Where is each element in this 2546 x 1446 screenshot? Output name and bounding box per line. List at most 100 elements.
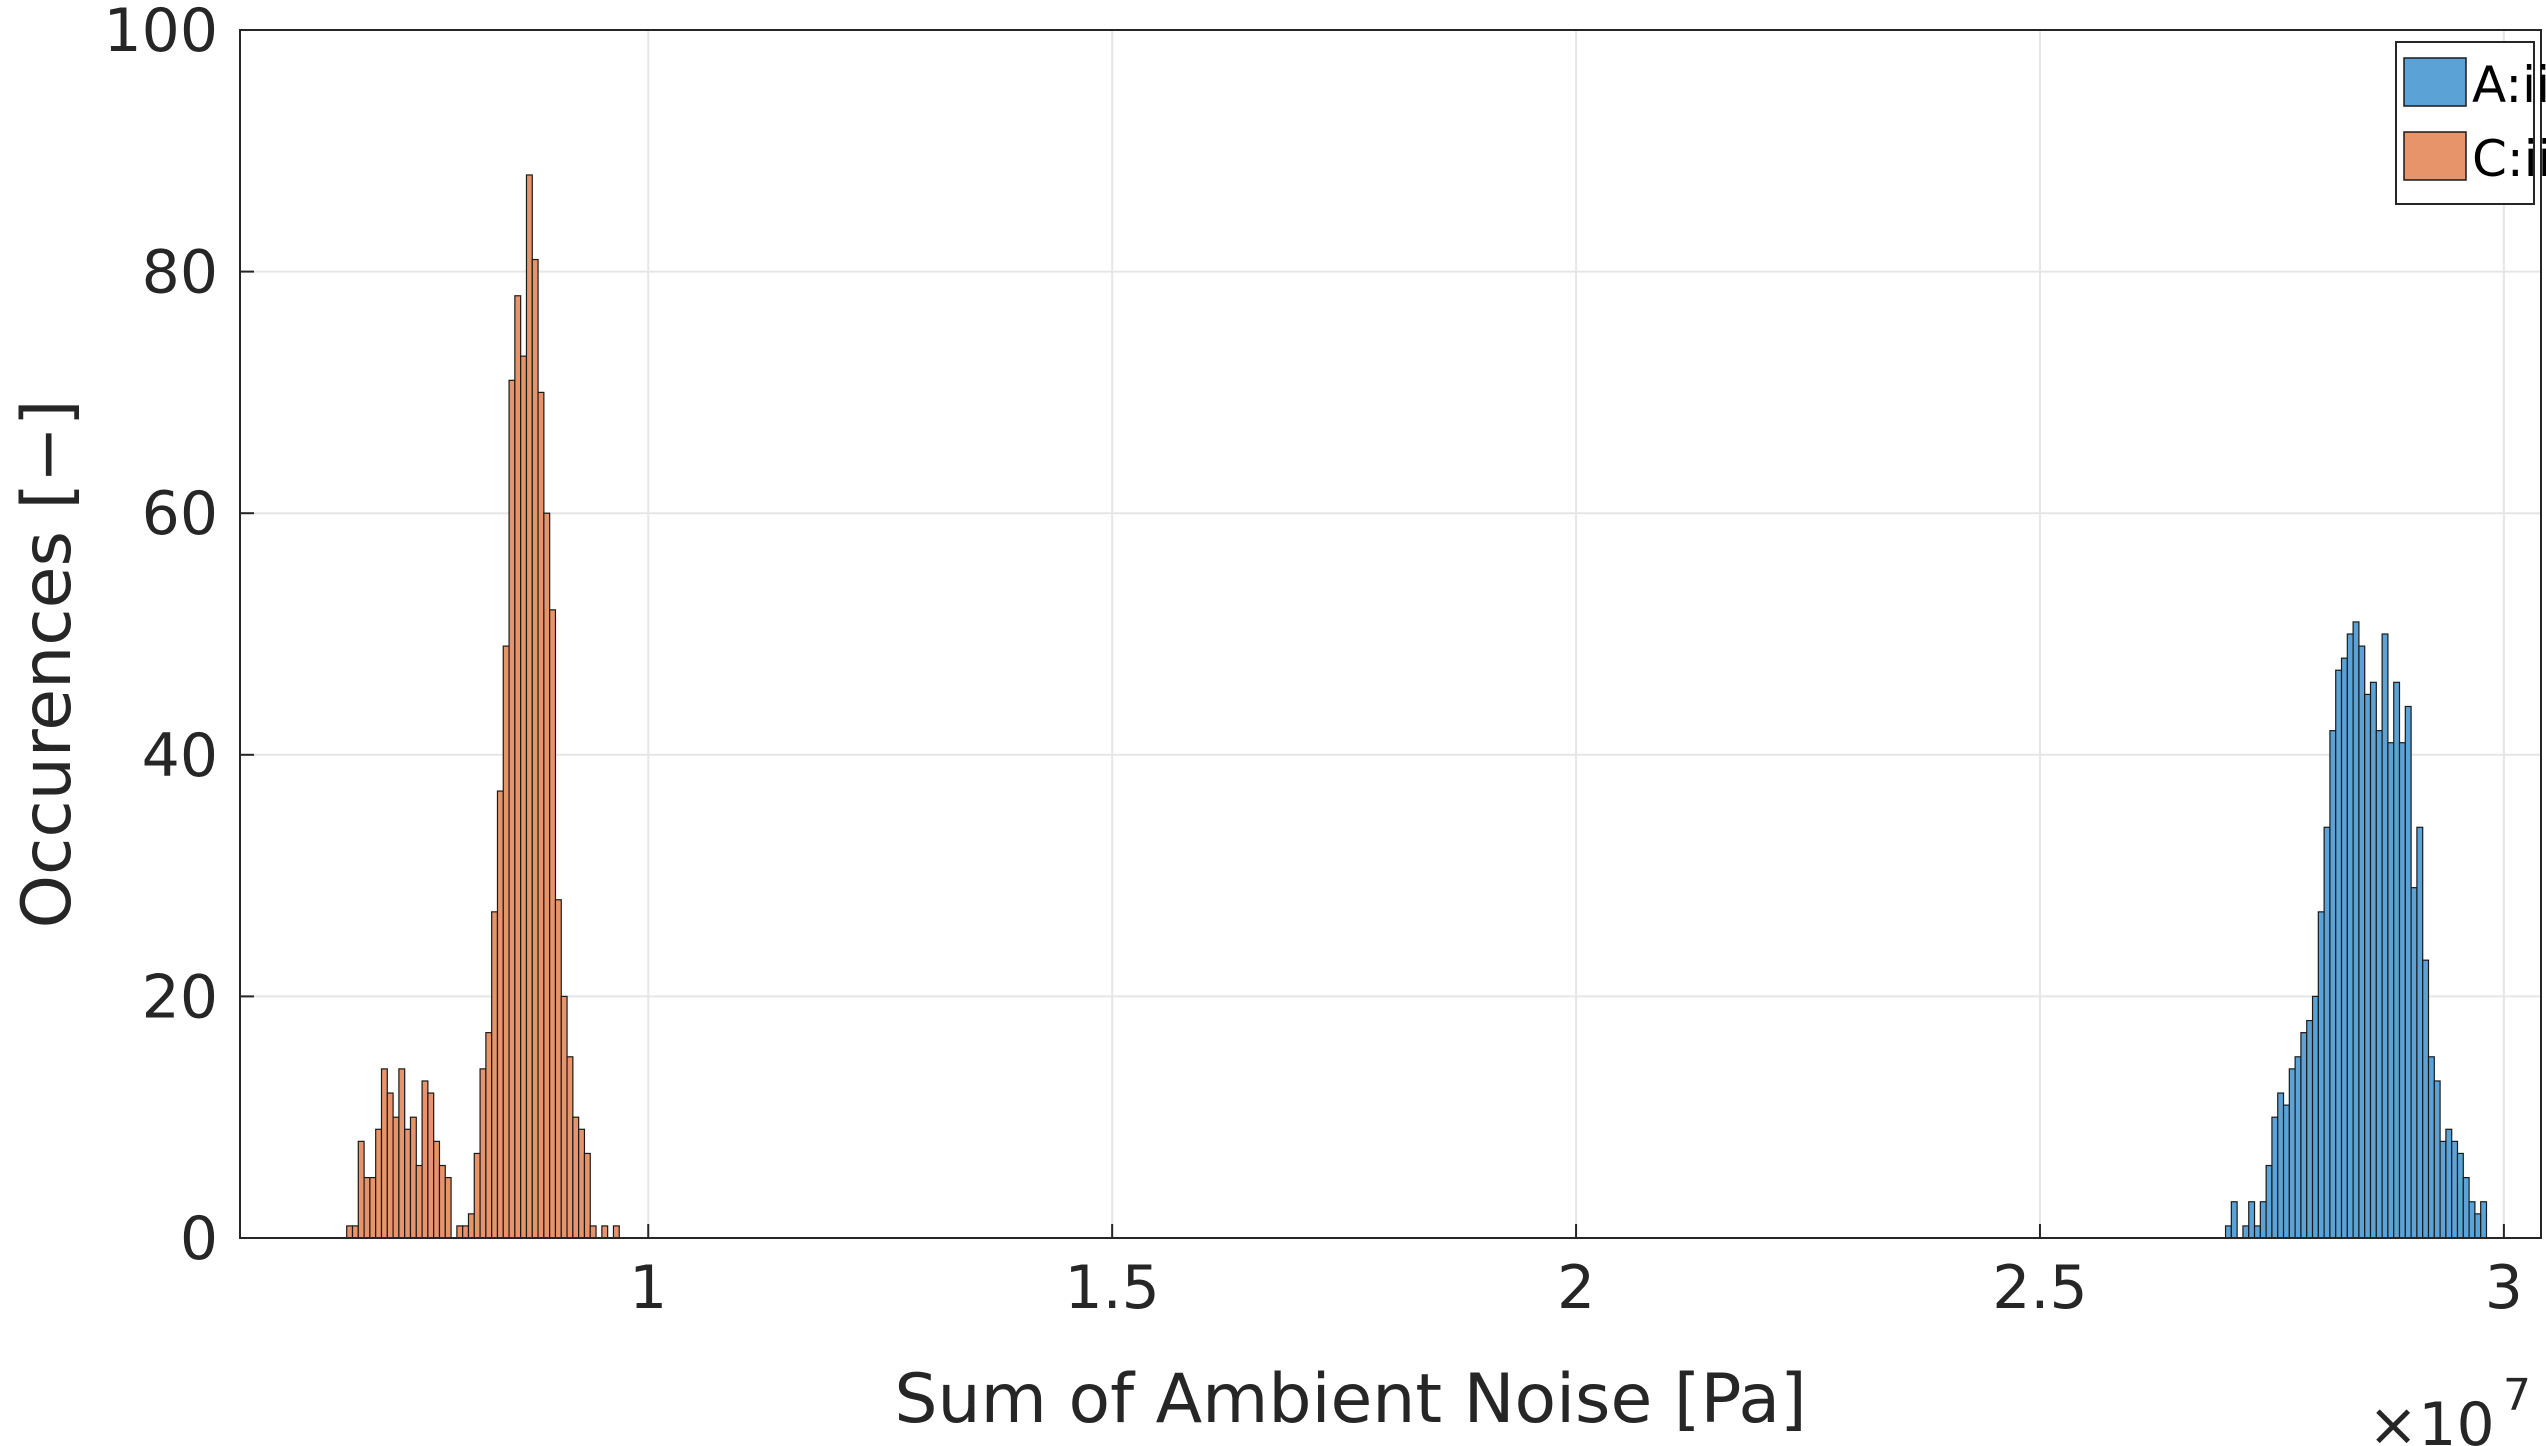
histogram-bar-c-ii: [375, 1128, 383, 1239]
histogram-bar-c-ii: [351, 1225, 359, 1239]
histogram-bar-c-ii: [427, 1092, 435, 1239]
y-tick-label: 40: [142, 721, 218, 791]
y-tick-label: 60: [142, 479, 218, 549]
y-axis-label: Occurences [−]: [8, 399, 87, 928]
histogram-bars: [346, 174, 2488, 1239]
histogram-bar-a-ii: [2398, 742, 2406, 1239]
x-tick-label: 2.5: [1992, 1253, 2087, 1323]
histogram-bar-c-ii: [485, 1032, 493, 1239]
histogram-bar-a-ii: [2381, 633, 2389, 1239]
histogram-bar-a-ii: [2474, 1213, 2482, 1239]
histogram-bar-a-ii: [2456, 1152, 2464, 1239]
histogram-bar-a-ii: [2294, 1056, 2302, 1239]
histogram-bar-c-ii: [398, 1068, 406, 1239]
histogram-bar-a-ii: [2410, 887, 2418, 1239]
histogram-bar-a-ii: [2259, 1201, 2267, 1239]
histogram-bar-a-ii: [2404, 705, 2412, 1239]
x-axis-label: Sum of Ambient Noise [Pa]: [894, 1360, 1806, 1439]
histogram-bar-c-ii: [444, 1176, 452, 1239]
histogram-bar-c-ii: [380, 1068, 388, 1239]
histogram-bar-c-ii: [479, 1068, 487, 1239]
histogram-bar-a-ii: [2364, 693, 2372, 1239]
histogram-bar-c-ii: [415, 1164, 423, 1239]
y-tick-label: 80: [142, 238, 218, 308]
histogram-bar-c-ii: [462, 1225, 470, 1239]
histogram-bar-c-ii: [409, 1116, 417, 1239]
histogram-bar-c-ii: [491, 911, 499, 1239]
histogram-bar-c-ii: [496, 790, 504, 1239]
histogram-bar-a-ii: [2271, 1116, 2279, 1239]
histogram-bar-c-ii: [566, 1056, 574, 1239]
histogram-bar-a-ii: [2335, 669, 2343, 1239]
y-tick-label: 20: [142, 962, 218, 1032]
histogram-bar-c-ii: [514, 295, 522, 1239]
histogram-bar-c-ii: [531, 258, 539, 1239]
histogram-bar-c-ii: [508, 379, 516, 1239]
histogram-bar-c-ii: [525, 174, 533, 1239]
x-tick-label: 3: [2485, 1253, 2523, 1323]
histogram-bar-c-ii: [421, 1080, 429, 1239]
histogram-bar-a-ii: [2317, 911, 2325, 1239]
y-tick-label: 100: [103, 0, 218, 66]
histogram-bar-c-ii: [386, 1092, 394, 1239]
histogram-bar-c-ii: [578, 1128, 586, 1239]
histogram-bar-a-ii: [2329, 730, 2337, 1239]
histogram-bar-c-ii: [520, 355, 528, 1239]
histogram-bar-c-ii: [369, 1176, 377, 1239]
legend-swatch-c-ii: [2403, 131, 2467, 181]
histogram-bar-a-ii: [2288, 1068, 2296, 1239]
histogram-bar-a-ii: [2416, 826, 2424, 1239]
histogram-bar-a-ii: [2393, 681, 2401, 1239]
histogram-bar-a-ii: [2230, 1201, 2238, 1239]
histogram-bar-a-ii: [2427, 1056, 2435, 1239]
x-axis-multiplier: ×10 7: [2368, 1370, 2531, 1446]
y-tick-label: 0: [180, 1204, 218, 1274]
legend-label-c-ii: C:ii: [2472, 130, 2546, 188]
histogram-bar-c-ii: [601, 1225, 609, 1239]
histogram-bar-a-ii: [2248, 1201, 2256, 1239]
plot-frame: [239, 29, 2542, 1239]
histogram-bar-c-ii: [473, 1152, 481, 1239]
x-tick-label: 2: [1557, 1253, 1595, 1323]
legend: A:ii C:ii: [2395, 41, 2546, 205]
axis-ticks: 1 1.5 2 2.5 3 0 20 40 60 80 100: [103, 0, 2523, 1323]
histogram-bar-a-ii: [2375, 730, 2383, 1239]
histogram-bar-a-ii: [2253, 1225, 2261, 1239]
histogram-bar-a-ii: [2340, 657, 2348, 1239]
legend-label-a-ii: A:ii: [2472, 56, 2546, 114]
histogram-bar-a-ii: [2445, 1128, 2453, 1239]
histogram-bar-a-ii: [2468, 1201, 2476, 1239]
histogram-bar-c-ii: [560, 995, 568, 1239]
histogram-bar-c-ii: [404, 1128, 412, 1239]
histogram-bar-a-ii: [2306, 1019, 2314, 1239]
histogram-bar-c-ii: [537, 391, 545, 1239]
histogram-bar-c-ii: [572, 1116, 580, 1239]
plot-area: [240, 30, 2541, 1238]
histogram-bar-c-ii: [392, 1116, 400, 1239]
histogram-bar-c-ii: [363, 1176, 371, 1239]
x-tick-label: 1.5: [1064, 1253, 1159, 1323]
histogram-bar-a-ii: [2387, 742, 2395, 1239]
histogram-bar-c-ii: [433, 1140, 441, 1239]
histogram-bar-c-ii: [346, 1225, 354, 1239]
histogram-bar-a-ii: [2433, 1080, 2441, 1239]
histogram-bar-a-ii: [2462, 1176, 2470, 1239]
histogram-bar-c-ii: [467, 1213, 475, 1239]
histogram-bar-a-ii: [2224, 1225, 2232, 1239]
histogram-bar-a-ii: [2323, 826, 2331, 1239]
x-multiplier-exponent: 7: [2503, 1370, 2531, 1421]
histogram-bar-c-ii: [456, 1225, 464, 1239]
x-tick-label: 1: [629, 1253, 667, 1323]
histogram-bar-a-ii: [2451, 1140, 2459, 1239]
histogram-bar-c-ii: [583, 1152, 591, 1239]
legend-swatch-a-ii: [2403, 57, 2467, 107]
histogram-bar-a-ii: [2439, 1140, 2447, 1239]
histogram-bar-a-ii: [2480, 1201, 2488, 1239]
histogram-bar-a-ii: [2346, 633, 2354, 1239]
histogram-bar-c-ii: [612, 1225, 620, 1239]
histogram-bar-c-ii: [543, 512, 551, 1239]
histogram-bar-a-ii: [2311, 995, 2319, 1239]
histogram-bar-a-ii: [2277, 1092, 2285, 1239]
histogram-bar-c-ii: [502, 645, 510, 1239]
histogram-bar-a-ii: [2242, 1225, 2250, 1239]
